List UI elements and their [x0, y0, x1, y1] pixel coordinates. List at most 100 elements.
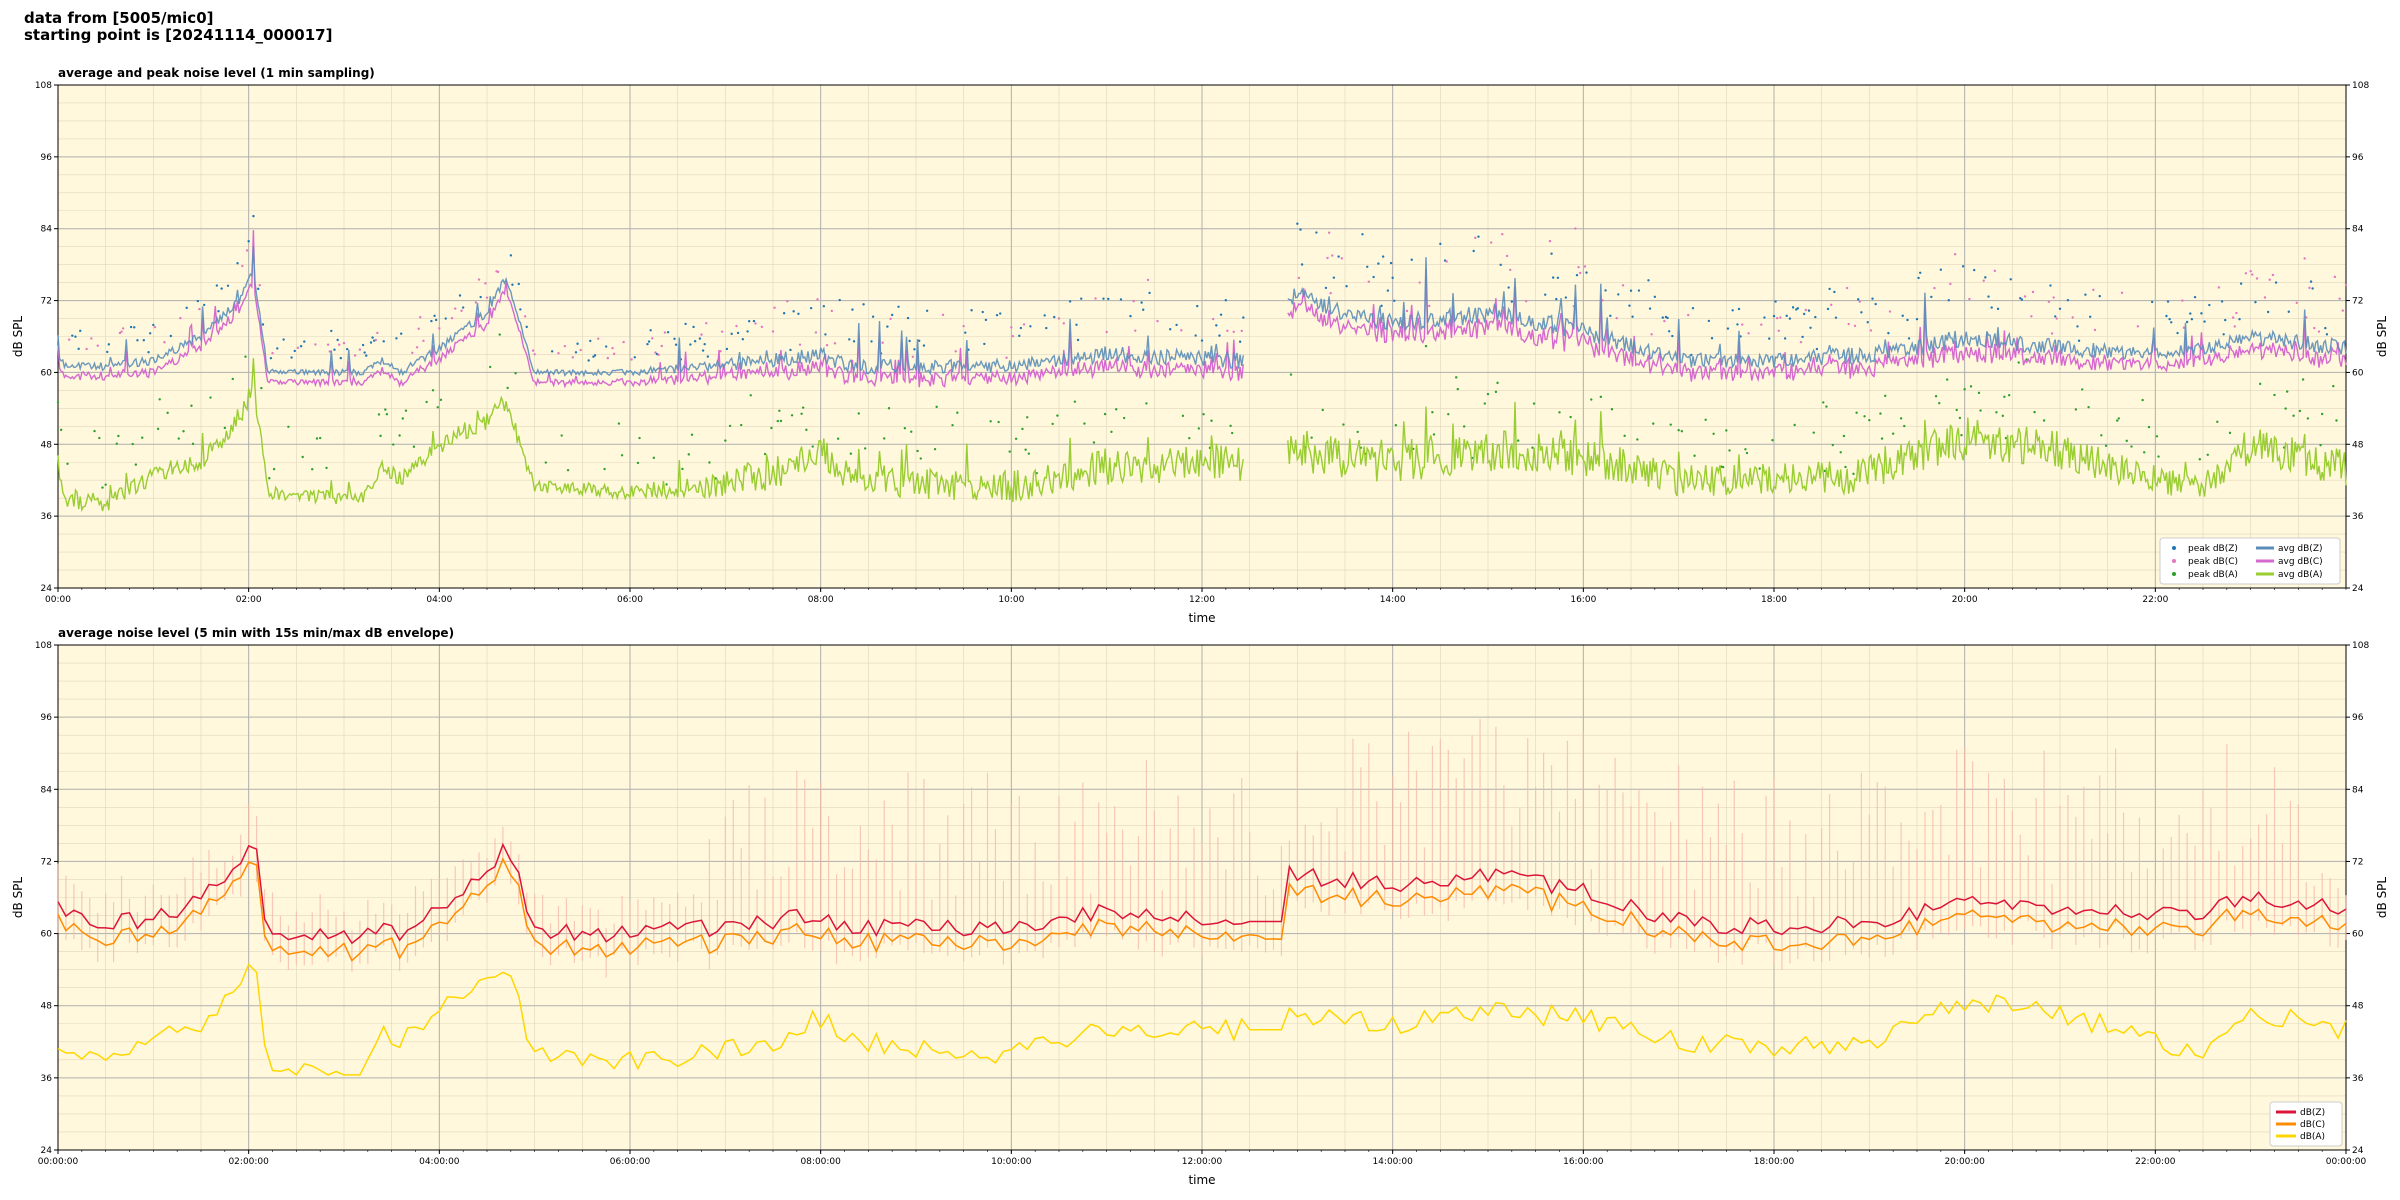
peak-marker	[1955, 408, 1958, 412]
peak-marker	[790, 414, 794, 417]
peak-marker	[217, 310, 220, 313]
peak-marker	[1853, 324, 1857, 328]
peak-marker	[133, 326, 136, 329]
legend-marker	[2172, 546, 2176, 550]
peak-marker	[660, 344, 663, 348]
peak-marker	[1551, 276, 1555, 279]
peak-marker	[328, 350, 331, 353]
peak-marker	[1056, 414, 1059, 417]
peak-marker	[1690, 353, 1693, 357]
peak-marker	[2295, 301, 2298, 305]
peak-marker	[779, 419, 783, 423]
peak-marker	[1107, 297, 1110, 301]
peak-marker	[339, 356, 343, 360]
peak-marker	[1947, 299, 1950, 302]
peak-marker	[1474, 236, 1477, 240]
peak-marker	[681, 467, 684, 471]
peak-marker	[1043, 314, 1046, 317]
peak-marker	[954, 350, 957, 353]
peak-marker	[665, 483, 668, 486]
peak-marker	[1801, 335, 1804, 339]
peak-marker	[1939, 268, 1943, 271]
peak-marker	[1134, 329, 1137, 332]
peak-marker	[741, 338, 745, 341]
y-tick-label-left: 96	[41, 713, 53, 723]
peak-marker	[1238, 340, 1242, 343]
peak-marker	[1577, 265, 1580, 269]
peak-marker	[941, 313, 945, 317]
peak-marker	[560, 434, 563, 437]
peak-marker	[488, 365, 492, 369]
peak-marker	[566, 468, 570, 472]
peak-marker	[2254, 300, 2257, 304]
peak-marker	[299, 344, 303, 348]
x-tick-label: 08:00	[808, 595, 834, 605]
peak-marker	[1428, 304, 1431, 308]
x-tick-label: 12:00	[1189, 595, 1215, 605]
peak-marker	[1005, 356, 1008, 359]
x-tick-label: 18:00	[1761, 595, 1787, 605]
y-tick-label-left: 36	[41, 512, 53, 522]
peak-marker	[325, 466, 328, 470]
peak-marker	[1575, 273, 1579, 277]
peak-marker	[1432, 433, 1436, 436]
peak-marker	[1110, 430, 1113, 434]
peak-marker	[260, 386, 263, 390]
peak-marker	[725, 347, 729, 351]
peak-marker	[2150, 300, 2154, 304]
peak-marker	[1489, 241, 1493, 244]
y-tick-label-right: 36	[2352, 512, 2364, 522]
peak-markers	[56, 214, 2348, 489]
peak-marker	[148, 332, 152, 335]
x-tick-label: 18:00:00	[1754, 1157, 1795, 1167]
x-tick-label: 06:00:00	[610, 1157, 651, 1167]
peak-marker	[131, 442, 134, 446]
peak-marker	[649, 329, 652, 332]
peak-marker	[198, 307, 201, 311]
peak-marker	[1175, 323, 1178, 327]
peak-marker	[2092, 288, 2095, 292]
peak-marker	[2224, 318, 2227, 322]
peak-marker	[1140, 301, 1143, 304]
peak-marker	[962, 324, 965, 328]
peak-marker	[2190, 317, 2194, 321]
series-avg-dbc	[57, 230, 1244, 389]
peak-marker	[800, 412, 803, 416]
peak-marker	[1499, 263, 1502, 267]
y-tick-label-right: 24	[2352, 1146, 2364, 1156]
peak-marker	[1524, 299, 1528, 303]
peak-marker	[981, 310, 984, 314]
peak-marker	[1057, 317, 1061, 320]
peak-marker	[136, 339, 139, 342]
peak-marker	[1777, 329, 1780, 333]
peak-marker	[1621, 284, 1625, 287]
y-tick-label-left: 60	[41, 368, 53, 378]
peak-marker	[1771, 439, 1774, 442]
peak-marker	[1510, 300, 1514, 303]
peak-marker	[1501, 232, 1504, 236]
peak-marker	[701, 349, 705, 352]
peak-marker	[433, 314, 436, 318]
peak-marker	[1855, 411, 1858, 414]
peak-marker	[1340, 257, 1344, 260]
peak-marker	[2298, 409, 2302, 413]
peak-marker	[1219, 313, 1223, 316]
peak-marker	[2155, 435, 2159, 438]
peak-marker	[720, 330, 724, 333]
peak-marker	[1887, 331, 1890, 335]
peak-marker	[919, 457, 922, 460]
y-tick-label-left: 84	[41, 225, 53, 235]
peak-marker	[377, 413, 381, 416]
legend-label: avg dB(Z)	[2278, 544, 2323, 554]
peak-marker	[1555, 297, 1558, 301]
peak-marker	[999, 312, 1002, 315]
peak-marker	[890, 313, 894, 317]
peak-marker	[719, 350, 722, 353]
peak-marker	[1226, 329, 1229, 333]
peak-marker	[1814, 315, 1817, 319]
peak-marker	[1799, 340, 1803, 344]
peak-marker	[1332, 276, 1336, 279]
peak-marker	[104, 483, 107, 486]
peak-marker	[1680, 430, 1684, 433]
peak-marker	[964, 331, 967, 334]
